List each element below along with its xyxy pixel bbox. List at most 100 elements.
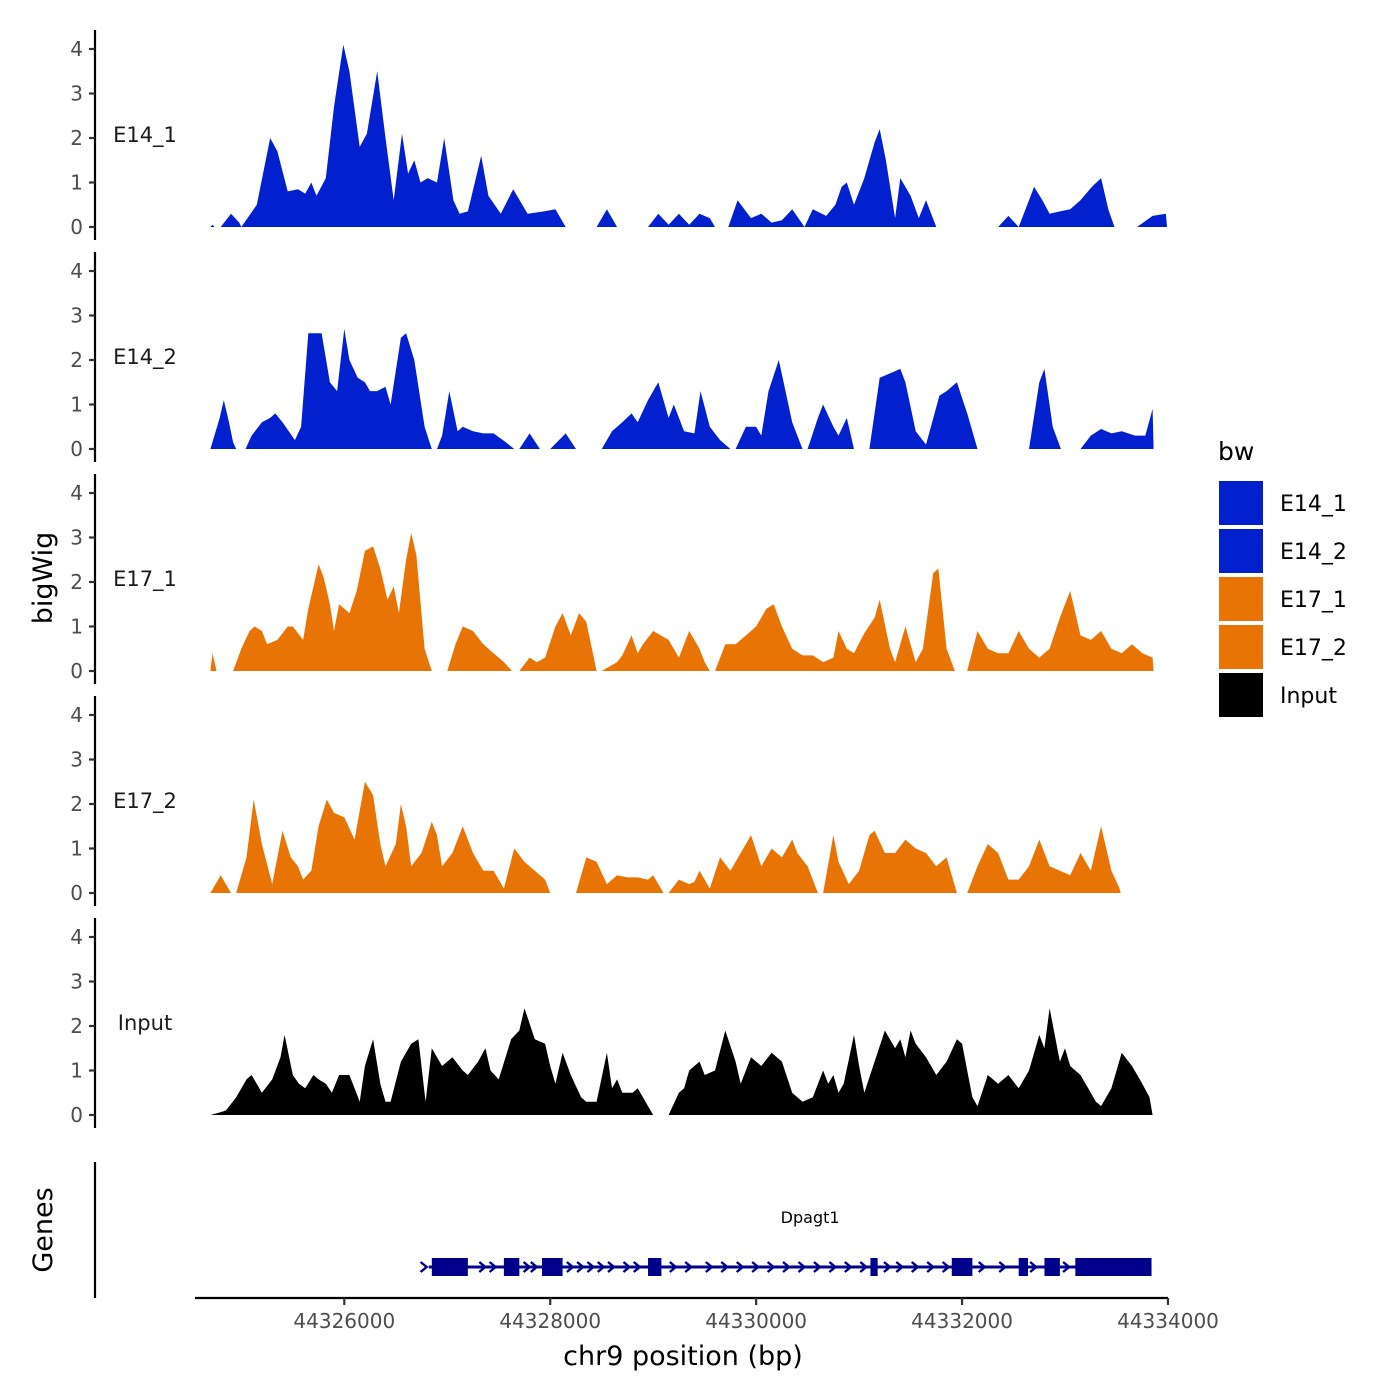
- area-segment-e14_1: [210, 224, 215, 227]
- gene-exon: [431, 1258, 468, 1276]
- track-label: E14_1: [113, 123, 177, 148]
- area-segment-e14_2: [735, 360, 803, 449]
- legend-label: E14_2: [1280, 540, 1347, 565]
- area-segment-e17_1: [519, 613, 597, 671]
- tracks-group: 0 1 2 3 4 E14_1 0 1 2 3 4 E14_2 0 1 2 3 4 E17_1 0 1 2 3 4 E17_2…: [70, 30, 1167, 1128]
- strand-arrow: [530, 1261, 539, 1273]
- area-segment-e17_1: [233, 533, 432, 671]
- strand-arrow: [622, 1261, 632, 1273]
- track-e14_1: 0 1 2 3 4 E14_1: [70, 30, 1167, 240]
- gene-exon: [1075, 1258, 1152, 1276]
- legend-label: E17_2: [1280, 636, 1347, 661]
- strand-arrow: [478, 1261, 488, 1273]
- strand-arrow: [844, 1261, 853, 1273]
- area-segment-e14_1: [596, 209, 618, 227]
- gene-exon: [1044, 1258, 1060, 1276]
- legend-swatch-input: [1217, 671, 1265, 719]
- gene-exon: [541, 1258, 563, 1276]
- y-tick-label: 4: [70, 259, 83, 283]
- strand-arrow: [926, 1261, 936, 1273]
- y-tick-label: 0: [70, 659, 83, 683]
- area-segment-e14_1: [1137, 213, 1167, 227]
- strand-arrow: [859, 1261, 869, 1273]
- area-segment-e14_2: [601, 382, 731, 449]
- strand-arrow: [797, 1261, 807, 1273]
- y-tick-label: 2: [70, 348, 83, 372]
- gene-exon: [951, 1258, 973, 1276]
- strand-arrow: [1029, 1261, 1039, 1273]
- track-label: E17_2: [113, 789, 177, 814]
- track-label: Input: [118, 1011, 172, 1035]
- y-tick-label: 0: [70, 1103, 83, 1127]
- track-label: E14_2: [113, 345, 177, 370]
- strand-arrow: [1062, 1261, 1071, 1273]
- area-segment-e14_1: [1018, 178, 1115, 227]
- track-e17_2: 0 1 2 3 4 E17_2: [70, 696, 1121, 906]
- area-segment-e17_2: [576, 857, 664, 893]
- area-segment-e17_1: [601, 631, 710, 671]
- strand-arrow: [895, 1261, 905, 1273]
- area-segment-e14_1: [998, 215, 1019, 227]
- x-tick-label: 44332000: [911, 1309, 1013, 1333]
- area-segment-e14_2: [1029, 368, 1061, 449]
- y-tick-label: 2: [70, 570, 83, 594]
- y-tick-label: 3: [70, 526, 83, 550]
- legend-swatch-e14_1: [1217, 479, 1265, 527]
- strand-arrow: [669, 1261, 678, 1273]
- strand-arrow: [977, 1261, 987, 1273]
- track-e14_2: 0 1 2 3 4 E14_2: [70, 252, 1154, 462]
- y-tick-label: 0: [70, 881, 83, 905]
- strand-arrow: [883, 1261, 892, 1273]
- legend-swatch-e17_1: [1217, 575, 1265, 623]
- area-segment-e17_2: [668, 835, 818, 893]
- legend-title: bw: [1218, 437, 1254, 466]
- strand-arrow: [566, 1261, 575, 1273]
- strand-arrow: [607, 1261, 616, 1273]
- track-input: 0 1 2 3 4 Input: [70, 918, 1153, 1128]
- gene-exon: [1018, 1258, 1028, 1276]
- area-segment-e14_2: [437, 391, 515, 449]
- legend-swatch-e14_2: [1217, 527, 1265, 575]
- x-tick-label: 44330000: [705, 1309, 807, 1333]
- y-tick-label: 1: [70, 837, 83, 861]
- strand-arrow: [596, 1261, 606, 1273]
- area-segment-e17_2: [210, 875, 231, 893]
- track-label: E17_1: [113, 567, 177, 592]
- x-axis-title: chr9 position (bp): [563, 1341, 803, 1372]
- area-segment-e17_1: [967, 590, 1154, 671]
- legend-label: E14_1: [1280, 492, 1347, 517]
- x-tick-label: 44328000: [499, 1309, 601, 1333]
- strand-arrow: [488, 1261, 498, 1273]
- legend: bw E14_1 E14_2 E17_1 E17_2 Input: [1217, 437, 1347, 719]
- area-segment-e14_2: [550, 433, 576, 449]
- area-segment-e14_2: [519, 433, 540, 449]
- area-segment-e17_1: [715, 568, 955, 671]
- y-tick-label: 3: [70, 82, 83, 106]
- y-tick-label: 1: [70, 393, 83, 417]
- y-tick-label: 4: [70, 37, 83, 61]
- area-segment-e14_1: [648, 213, 715, 227]
- area-segment-e14_2: [245, 328, 432, 449]
- strand-arrow: [705, 1261, 714, 1273]
- strand-arrow: [735, 1261, 745, 1273]
- area-segment-input: [210, 1008, 654, 1115]
- area-segment-e17_1: [447, 626, 513, 671]
- y-tick-label: 4: [70, 925, 83, 949]
- area-segment-e14_1: [241, 44, 566, 227]
- strand-arrow: [751, 1261, 761, 1273]
- strand-arrow: [910, 1261, 920, 1273]
- track-e17_1: 0 1 2 3 4 E17_1: [70, 474, 1154, 684]
- y-tick-label: 2: [70, 792, 83, 816]
- strand-arrow: [576, 1261, 585, 1273]
- area-segment-e14_1: [728, 129, 937, 227]
- strand-arrow: [522, 1261, 532, 1273]
- area-segment-e17_2: [967, 826, 1121, 893]
- x-tick-label: 44326000: [293, 1309, 395, 1333]
- x-tick-label: 44334000: [1117, 1309, 1219, 1333]
- y-tick-label: 0: [70, 437, 83, 461]
- gene-name-label: Dpagt1: [781, 1208, 840, 1227]
- genes-track-title: Genes: [28, 1187, 59, 1272]
- x-axis: 44326000 44328000 44330000 44332000 44334000: [195, 1296, 1219, 1333]
- area-segment-e17_2: [236, 781, 551, 893]
